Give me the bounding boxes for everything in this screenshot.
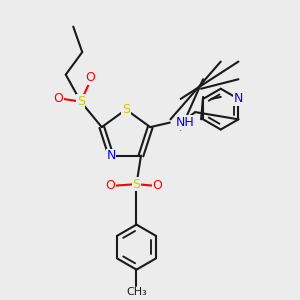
Text: CH₃: CH₃ — [126, 287, 147, 297]
Text: O: O — [153, 179, 162, 192]
Text: O: O — [106, 179, 115, 192]
Text: NH: NH — [176, 116, 194, 129]
Text: N: N — [106, 149, 116, 162]
Text: S: S — [133, 178, 140, 190]
Text: S: S — [122, 103, 130, 116]
Text: O: O — [53, 92, 63, 105]
Text: S: S — [77, 95, 85, 108]
Text: O: O — [85, 71, 95, 84]
Text: N: N — [234, 92, 243, 105]
